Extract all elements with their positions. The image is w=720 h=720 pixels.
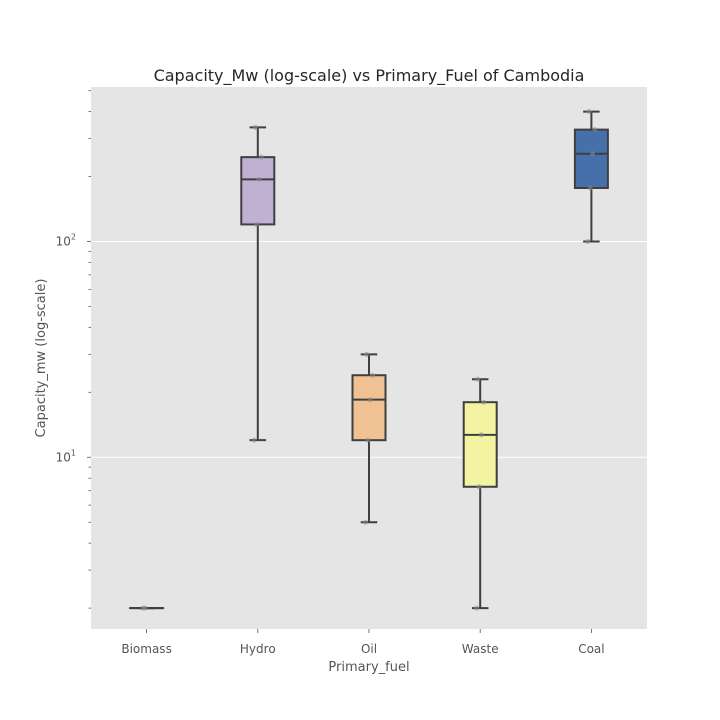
data-point (592, 127, 598, 133)
box-iqr (462, 401, 498, 488)
x-tick-label-hydro: Hydro (240, 642, 276, 656)
data-point (478, 432, 484, 438)
y-minor-ticks (87, 90, 91, 609)
box-oil (351, 351, 387, 525)
data-point (590, 151, 596, 157)
y-tick-labels: 101 102 (56, 232, 76, 464)
data-point (586, 109, 592, 115)
data-point (362, 519, 368, 525)
data-point (251, 437, 257, 443)
box-iqr (573, 128, 609, 189)
box-iqr (240, 156, 276, 226)
box-biomass (129, 605, 165, 611)
data-point (256, 176, 262, 182)
data-point (475, 376, 481, 382)
x-tick-label-coal: Coal (578, 642, 604, 656)
x-tick-labels: Biomass Hydro Oil Waste Coal (121, 629, 605, 656)
box-iqr (351, 374, 387, 442)
boxes (129, 109, 609, 611)
data-point (142, 605, 148, 611)
chart-title: Capacity_Mw (log-scale) vs Primary_Fuel … (154, 66, 585, 86)
data-point (364, 351, 370, 357)
data-point (474, 605, 480, 611)
data-point (365, 437, 371, 443)
x-tick-label-biomass: Biomass (121, 642, 171, 656)
data-point (252, 124, 258, 130)
data-point (254, 221, 260, 227)
box-waste (462, 376, 498, 611)
data-point (476, 484, 482, 490)
data-point (585, 238, 591, 244)
box-coal (573, 109, 609, 244)
data-point (587, 185, 593, 191)
data-point (481, 399, 487, 405)
y-axis-label: Capacity_mw (log-scale) (34, 279, 49, 438)
x-axis-label: Primary_fuel (328, 660, 409, 675)
x-tick-label-waste: Waste (462, 642, 499, 656)
data-point (258, 154, 264, 160)
x-tick-label-oil: Oil (361, 642, 377, 656)
data-point (370, 372, 376, 378)
y-tick-label-1: 102 (56, 232, 76, 248)
data-point (367, 397, 373, 403)
box-hydro (240, 124, 276, 443)
y-tick-label-0: 101 (56, 448, 76, 464)
